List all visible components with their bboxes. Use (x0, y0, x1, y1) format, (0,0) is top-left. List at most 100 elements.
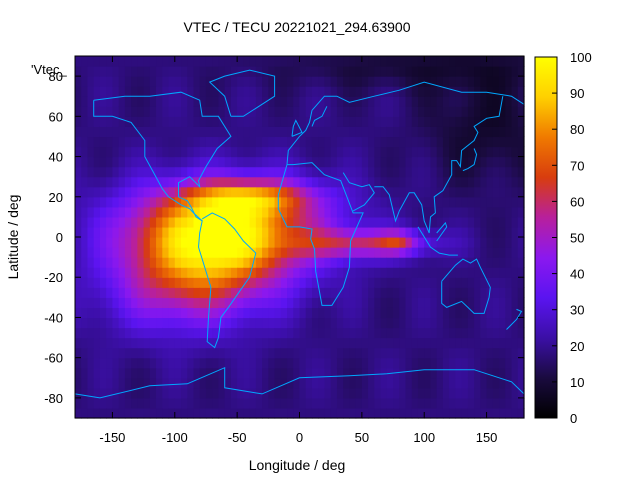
heatmap-cell (162, 287, 170, 298)
heatmap-cell (143, 257, 151, 268)
heatmap-cell (361, 357, 369, 369)
heatmap-cell (417, 257, 425, 268)
heatmap-cell (181, 66, 188, 77)
heatmap-cell (268, 347, 276, 359)
heatmap-cell (305, 216, 313, 228)
heatmap-cell (492, 56, 500, 67)
x-tick-label: 100 (413, 430, 435, 445)
heatmap-cell (417, 86, 425, 97)
heatmap-cell (268, 206, 276, 218)
heatmap-cell (293, 287, 301, 298)
heatmap-cell (417, 357, 425, 369)
heatmap-cell (449, 126, 457, 138)
heatmap-cell (193, 277, 201, 288)
heatmap-cell (449, 307, 457, 319)
heatmap-cell (243, 116, 251, 127)
heatmap-cell (187, 166, 195, 178)
heatmap-cell (386, 407, 394, 419)
heatmap-cell (424, 86, 432, 97)
heatmap-cell (361, 76, 369, 87)
heatmap-cell (255, 56, 263, 67)
heatmap-cell (411, 126, 419, 138)
heatmap-cell (411, 337, 419, 349)
heatmap-cell (293, 377, 301, 389)
heatmap-cell (137, 367, 145, 379)
heatmap-cell (305, 176, 313, 188)
heatmap-cell (374, 247, 382, 258)
heatmap-cell (393, 76, 400, 87)
heatmap-cell (212, 267, 220, 278)
heatmap-cell (430, 337, 438, 349)
heatmap-cell (336, 247, 344, 258)
heatmap-cell (243, 397, 251, 409)
heatmap-cell (274, 377, 282, 389)
heatmap-cell (255, 196, 263, 208)
heatmap-cell (386, 387, 394, 399)
heatmap-cell (486, 367, 494, 379)
heatmap-cell (287, 186, 294, 198)
heatmap-cell (517, 146, 525, 158)
heatmap-cell (205, 377, 213, 389)
heatmap-cell (399, 377, 407, 389)
heatmap-cell (393, 317, 400, 329)
heatmap-cell (330, 76, 338, 87)
heatmap-cell (255, 407, 263, 419)
heatmap-cell (174, 196, 182, 208)
heatmap-cell (417, 367, 425, 379)
heatmap-cell (380, 186, 388, 198)
heatmap-cell (517, 287, 525, 298)
heatmap-cell (411, 357, 419, 369)
heatmap-cell (305, 247, 313, 258)
heatmap-cell (106, 397, 114, 409)
heatmap-cell (187, 387, 195, 399)
heatmap-cell (417, 216, 425, 228)
heatmap-cell (318, 367, 326, 379)
heatmap-cell (368, 166, 375, 178)
heatmap-cell (118, 226, 126, 238)
heatmap-cell (492, 116, 500, 127)
heatmap-cell (181, 267, 188, 278)
heatmap-cell (262, 206, 269, 218)
heatmap-cell (368, 176, 375, 188)
colorbar-tick-label: 100 (570, 50, 592, 65)
heatmap-cell (417, 247, 425, 258)
colorbar-tick-label: 80 (570, 122, 584, 137)
heatmap-cell (449, 166, 457, 178)
heatmap-cell (230, 337, 238, 349)
heatmap-cell (81, 287, 89, 298)
heatmap-cell (131, 196, 138, 208)
heatmap-cell (505, 397, 513, 409)
heatmap-cell (181, 216, 188, 228)
heatmap-cell (230, 86, 238, 97)
heatmap-cell (411, 347, 419, 359)
heatmap-cell (255, 337, 263, 349)
heatmap-cell (361, 397, 369, 409)
heatmap-cell (399, 216, 407, 228)
heatmap-cell (81, 277, 89, 288)
heatmap-cell (318, 307, 326, 319)
heatmap-cell (93, 297, 101, 308)
heatmap-cell (417, 106, 425, 117)
heatmap-cell (218, 196, 226, 208)
heatmap-cell (442, 337, 450, 349)
coastline (462, 148, 478, 172)
heatmap-cell (75, 156, 82, 168)
heatmap-cell (124, 287, 132, 298)
heatmap-cell (212, 347, 220, 359)
heatmap-cell (287, 367, 294, 379)
heatmap-cell (474, 357, 481, 369)
heatmap-cell (75, 76, 82, 87)
heatmap-cell (168, 156, 176, 168)
heatmap-cell (274, 86, 282, 97)
heatmap-cell (355, 86, 363, 97)
heatmap-cell (330, 206, 338, 218)
heatmap-cell (262, 287, 269, 298)
heatmap-cell (305, 146, 313, 158)
heatmap-cell (93, 277, 101, 288)
heatmap-cell (199, 317, 207, 329)
heatmap-cell (318, 116, 326, 127)
heatmap-cell (330, 257, 338, 268)
heatmap-cell (499, 387, 506, 399)
heatmap-cell (205, 327, 213, 339)
heatmap-cell (361, 267, 369, 278)
